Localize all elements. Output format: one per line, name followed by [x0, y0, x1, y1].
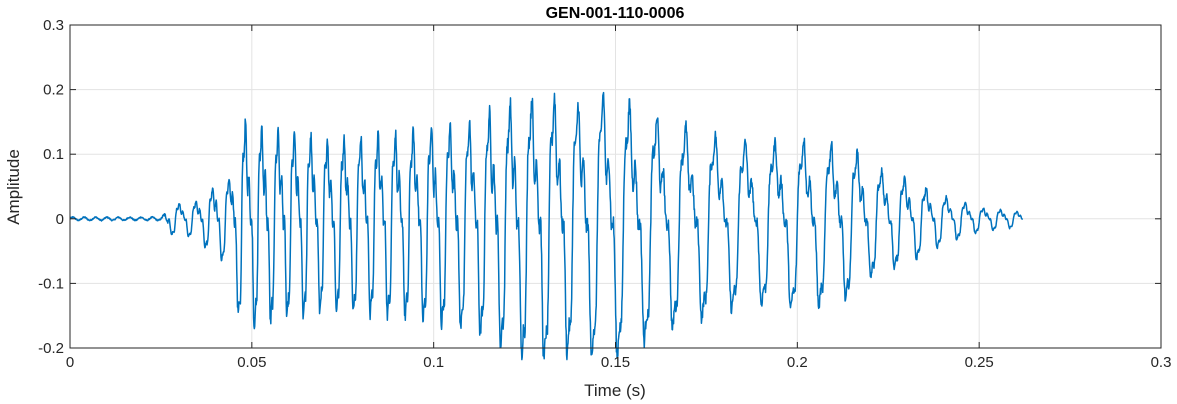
y-tick-label: 0.1 [43, 146, 64, 163]
y-axis-label: Amplitude [4, 149, 23, 225]
y-tick-label: -0.1 [38, 275, 64, 292]
chart-title: GEN-001-110-0006 [546, 5, 685, 22]
y-tick-label: 0 [56, 211, 64, 228]
x-axis: 0 0.05 0.1 0.15 0.2 0.25 0.3 [66, 25, 1172, 371]
x-tick-label: 0 [66, 354, 74, 371]
x-tick-label: 0.2 [787, 354, 808, 371]
y-tick-label: 0.2 [43, 82, 64, 99]
x-tick-label: 0.15 [601, 354, 630, 371]
y-axis: -0.2 -0.1 0 0.1 0.2 0.3 [38, 17, 1161, 357]
x-axis-label: Time (s) [584, 381, 646, 400]
x-tick-label: 0.25 [965, 354, 994, 371]
x-tick-label: 0.1 [423, 354, 444, 371]
x-tick-label: 0.05 [237, 354, 266, 371]
y-tick-label: 0.3 [43, 17, 64, 34]
y-tick-label: -0.2 [38, 340, 64, 357]
x-tick-label: 0.3 [1151, 354, 1172, 371]
series-line-amplitude [69, 91, 1024, 361]
